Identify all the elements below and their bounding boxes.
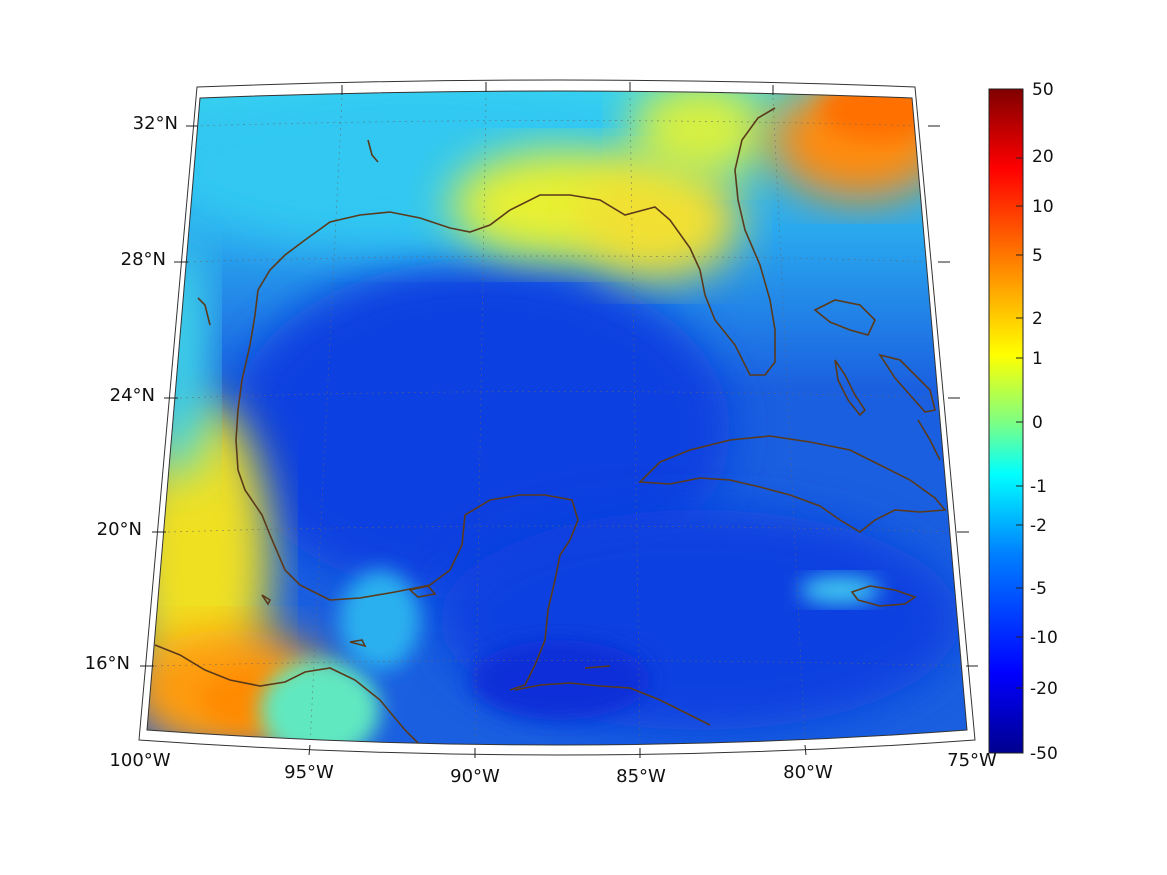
colorbar-tick-label: -10 [1030,628,1058,648]
colorbar-tick-label: -2 [1030,516,1047,536]
lat-label: 20°N [97,519,142,540]
map-frame [146,90,968,746]
colorbar-tick-label: 20 [1032,147,1054,167]
coastline-bahamas [813,299,876,336]
lon-label: 85°W [616,766,666,787]
coastline-mexico-us [235,107,776,601]
lat-labels: 32°N 28°N 24°N 20°N 16°N [85,113,178,674]
graticule [154,97,967,745]
lon-label: 75°W [947,750,997,771]
colorbar-tick-label: 10 [1032,197,1054,217]
colorbar-tick-label: 1 [1032,349,1043,369]
colorbar: 50 20 10 5 2 1 0 -1 -2 -5 -10 -20 -50 [988,80,1058,764]
frame-ticks [140,82,978,758]
colorbar-ticks: 50 20 10 5 2 1 0 -1 -2 -5 -10 -20 -50 [1030,80,1058,764]
lat-label: 28°N [121,249,166,270]
lon-label: 95°W [284,762,334,783]
coastline-cuba [638,435,947,533]
lat-label: 24°N [110,385,155,406]
lat-label: 32°N [133,113,178,134]
lat-label: 16°N [85,653,130,674]
coastline-central-america [154,644,421,745]
coastline-honduras [514,682,711,726]
coastlines [154,107,947,745]
coastline-yucatan [329,494,579,691]
colorbar-tick-label: 50 [1032,80,1054,100]
lon-label: 90°W [450,766,500,787]
lon-label: 100°W [109,750,170,771]
map-frame-outer [138,79,976,756]
coastline-jamaica [850,585,917,607]
colorbar-tick-label: -50 [1030,744,1058,764]
colorbar-tick-label: 2 [1032,309,1043,329]
colorbar-tick-label: 5 [1032,246,1043,266]
colorbar-tick-label: -1 [1030,477,1047,497]
lon-labels: 100°W 95°W 90°W 85°W 80°W 75°W [109,750,997,787]
colorbar-tick-label: -20 [1030,679,1058,699]
colorbar-tick-marks [1016,157,1023,689]
colorbar-tick-label: -5 [1030,579,1047,599]
colorbar-scale [988,88,1024,754]
colorbar-tick-label: 0 [1032,413,1043,433]
data-field [147,91,967,745]
lon-label: 80°W [783,762,833,783]
